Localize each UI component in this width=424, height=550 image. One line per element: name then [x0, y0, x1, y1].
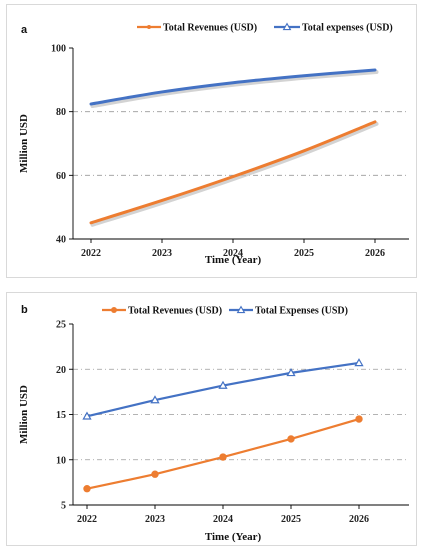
series-line-expenses: [89, 68, 377, 106]
x-tick-label: 2025: [281, 514, 301, 525]
legend-label: Total Revenues (USD): [163, 23, 257, 34]
panel-label: b: [21, 304, 28, 316]
chart-panel-b: b 5 10 15 20 25 2022 2023 2024 2025 2026 Time (Year…: [6, 292, 417, 546]
data-point-expenses: [218, 380, 228, 389]
x-tick-label: 2026: [365, 248, 385, 259]
series-line-revenues: [89, 120, 377, 225]
legend-marker: [147, 25, 151, 29]
x-tick-label: 2023: [152, 248, 172, 259]
data-point-revenues: [355, 415, 363, 423]
data-point-expenses: [286, 368, 296, 377]
legend-label: Total expenses (USD): [302, 23, 393, 34]
x-tick-label: 2024: [223, 248, 243, 259]
x-tick-label: 2023: [145, 514, 165, 525]
y-tick-label: 25: [56, 320, 66, 331]
chart-a-svg: a 40 60 80 100 2022 2023 2024 2025 2026 Time (Year…: [18, 22, 409, 266]
x-tick-label: 2024: [213, 514, 233, 525]
y-tick-label: 5: [61, 501, 66, 512]
legend-label: Total Expenses (USD): [255, 306, 348, 317]
series-line-shadow: [90, 69, 379, 109]
y-axis-title: Million USD: [18, 385, 30, 444]
y-tick-label: 60: [56, 171, 66, 182]
y-tick-label: 15: [56, 410, 66, 421]
series-line-shadow: [90, 121, 379, 227]
y-tick-label: 80: [56, 107, 66, 118]
legend-marker: [236, 305, 246, 314]
legend-marker: [282, 22, 292, 31]
x-axis-title: Time (Year): [205, 254, 262, 266]
data-point-revenues: [219, 453, 227, 461]
legend-marker: [111, 307, 117, 313]
data-point-revenues: [83, 485, 91, 493]
y-tick-label: 100: [51, 44, 66, 55]
data-point-revenues: [287, 435, 295, 443]
panel-label: a: [21, 24, 28, 36]
data-point-expenses: [150, 395, 160, 404]
y-tick-label: 40: [56, 235, 66, 246]
data-point-revenues: [151, 470, 159, 478]
legend-label: Total Revenues (USD): [128, 306, 222, 317]
x-tick-label: 2025: [294, 248, 314, 259]
y-tick-label: 10: [56, 455, 66, 466]
data-point-expenses: [82, 411, 92, 420]
y-axis-title: Million USD: [18, 114, 30, 173]
x-axis-title: Time (Year): [205, 531, 262, 543]
y-tick-label: 20: [56, 365, 66, 376]
series-line-expenses: [85, 361, 361, 418]
data-point-expenses: [354, 358, 364, 367]
chart-panel-a: a 40 60 80 100 2022 2023 2024 2025 2026 Time (Year…: [6, 4, 417, 278]
x-tick-label: 2022: [81, 248, 101, 259]
x-tick-label: 2022: [77, 514, 97, 525]
x-tick-label: 2026: [349, 514, 369, 525]
